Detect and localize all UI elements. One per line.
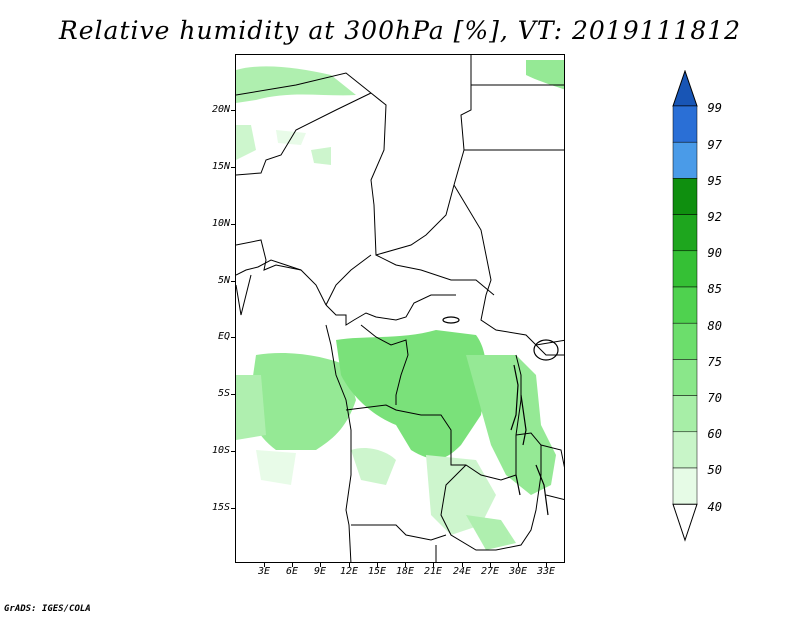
lon-label-3e: 3E (257, 566, 271, 577)
lon-label-21e: 21E (423, 566, 443, 577)
colorbar-label-50: 50 (707, 463, 722, 477)
map-canvas (236, 55, 564, 562)
colorbar-label-70: 70 (707, 391, 722, 405)
lakes (442, 316, 559, 516)
colorbar (672, 70, 698, 542)
map-title: Relative humidity at 300hPa [%], VT: 201… (58, 16, 742, 45)
lat-label-eq: EQ (217, 331, 230, 342)
colorbar-segment (672, 359, 698, 396)
lat-label-5n: 5N (217, 275, 230, 286)
lon-label-24e: 24E (452, 566, 472, 577)
lon-label-33e: 33E (536, 566, 556, 577)
colorbar-segment (672, 286, 698, 324)
colorbar-label-85: 85 (707, 282, 722, 296)
colorbar-label-90: 90 (707, 246, 722, 260)
colorbar-segment (672, 141, 698, 179)
lon-label-9e: 9E (313, 566, 327, 577)
colorbar-bottom-triangle (672, 503, 698, 542)
colorbar-segment (672, 250, 698, 288)
colorbar-label-75: 75 (707, 355, 722, 369)
colorbar-segments (672, 70, 698, 542)
colorbar-segment (672, 467, 698, 505)
colorbar-label-97: 97 (707, 138, 722, 152)
lon-label-12e: 12E (339, 566, 359, 577)
colorbar-segment (672, 431, 698, 469)
colorbar-segment (672, 178, 698, 215)
colorbar-segment (672, 395, 698, 433)
grads-credit: GrADS: IGES/COLA (4, 604, 91, 614)
colorbar-label-92: 92 (707, 210, 722, 224)
colorbar-segment (672, 322, 698, 360)
map-panel (235, 54, 565, 563)
lat-label-5s: 5S (217, 388, 230, 399)
lon-label-6e: 6E (285, 566, 299, 577)
lat-label-10s: 10S (211, 445, 230, 456)
lon-label-27e: 27E (480, 566, 500, 577)
humidity-shading (236, 60, 564, 550)
colorbar-label-99: 99 (707, 101, 722, 115)
colorbar-label-40: 40 (707, 500, 722, 514)
lat-label-10n: 10N (211, 218, 230, 229)
lon-label-18e: 18E (395, 566, 415, 577)
colorbar-label-60: 60 (707, 427, 722, 441)
colorbar-label-95: 95 (707, 174, 722, 188)
lat-label-15s: 15S (211, 502, 230, 513)
colorbar-segment (672, 105, 698, 143)
lon-label-15e: 15E (367, 566, 387, 577)
lat-label-20n: 20N (211, 104, 230, 115)
colorbar-label-80: 80 (707, 319, 722, 333)
country-borders (236, 55, 564, 562)
lat-label-15n: 15N (211, 161, 230, 172)
lon-label-30e: 30E (508, 566, 528, 577)
